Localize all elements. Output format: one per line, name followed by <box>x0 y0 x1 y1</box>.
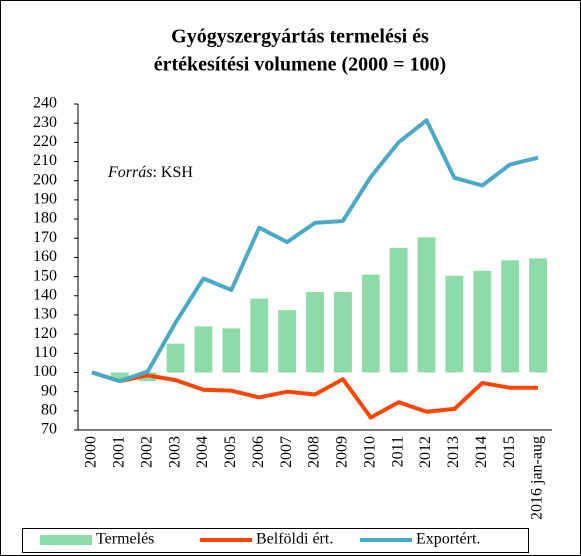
bar <box>278 310 297 373</box>
bar <box>194 326 213 373</box>
y-tick-label: 200 <box>33 171 57 188</box>
annotation: Forrás: KSH <box>107 164 193 181</box>
bar <box>501 260 520 373</box>
y-tick-label: 70 <box>41 421 57 438</box>
bar <box>529 258 547 373</box>
bar <box>222 328 241 373</box>
x-tick-label: 2011 <box>389 436 406 467</box>
y-tick-label: 220 <box>33 133 57 150</box>
line-series <box>91 118 539 384</box>
annotation-value: : KSH <box>152 164 193 181</box>
x-tick-label: 2013 <box>445 436 462 468</box>
bar <box>110 372 129 382</box>
x-tick-label: 2015 <box>501 436 518 468</box>
x-tick-label: 2009 <box>334 436 351 468</box>
bar <box>166 343 185 373</box>
y-tick-label: 110 <box>34 344 57 361</box>
bar <box>333 291 352 373</box>
legend-label: Termelés <box>96 531 154 548</box>
x-tick-label: 2007 <box>278 436 295 468</box>
bar <box>389 247 408 373</box>
y-tick-label: 150 <box>33 267 57 284</box>
x-tick-label: 2004 <box>194 436 211 468</box>
bar <box>445 275 464 373</box>
y-tick-label: 90 <box>41 382 57 399</box>
x-tick-label: 2005 <box>222 436 239 468</box>
bar <box>306 291 324 373</box>
x-tick-label: 2000 <box>83 436 100 468</box>
chart-title: értékesítési volumene (2000 = 100) <box>154 54 446 76</box>
x-tick-label: 2016 jan-aug <box>529 436 546 520</box>
y-tick-label: 160 <box>33 248 57 265</box>
bar <box>473 270 492 373</box>
y-tick-label: 180 <box>33 210 57 227</box>
y-tick-label: 230 <box>33 114 57 131</box>
legend-swatch <box>40 535 92 545</box>
x-tick-label: 2002 <box>138 436 155 468</box>
y-tick-label: 130 <box>33 306 57 323</box>
chart-title: Gyógyszergyártás termelési és <box>171 26 429 48</box>
y-tick-label: 80 <box>41 401 57 418</box>
y-tick-label: 120 <box>33 325 57 342</box>
x-tick-label: 2008 <box>306 436 323 468</box>
x-tick-label: 2010 <box>361 436 378 468</box>
y-tick-label: 240 <box>33 95 57 112</box>
y-tick-label: 170 <box>33 229 57 246</box>
bar <box>250 298 269 373</box>
annotation-label: Forrás <box>107 164 152 181</box>
y-tick-label: 140 <box>33 286 57 303</box>
bar <box>361 274 380 373</box>
x-tick-label: 2003 <box>166 436 183 468</box>
bar <box>417 237 436 373</box>
x-tick-label: 2014 <box>473 436 490 468</box>
y-tick-label: 100 <box>33 363 57 380</box>
y-tick-label: 210 <box>33 152 57 169</box>
legend-box <box>22 528 529 553</box>
legend-label: Exportért. <box>416 531 480 548</box>
x-tick-label: 2012 <box>417 436 434 468</box>
line-series <box>91 370 539 420</box>
y-tick-label: 190 <box>33 191 57 208</box>
x-tick-label: 2006 <box>250 436 267 468</box>
x-tick-label: 2001 <box>110 436 127 468</box>
legend-label: Belföldi ért. <box>256 531 333 548</box>
